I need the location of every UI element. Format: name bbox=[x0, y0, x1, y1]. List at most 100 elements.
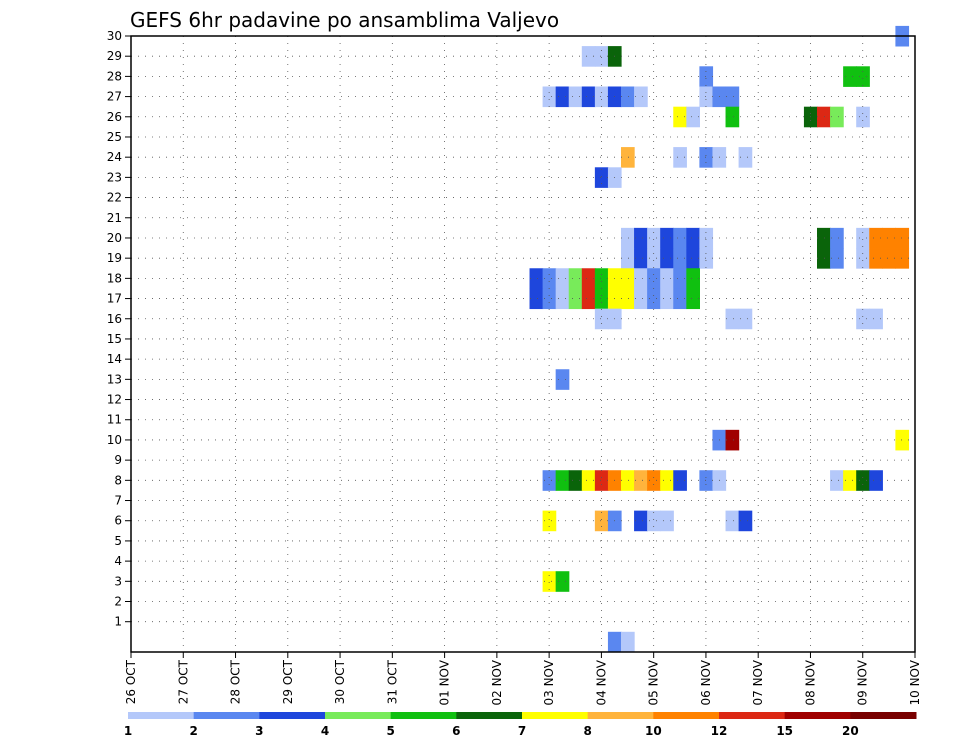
heatmap-cells bbox=[529, 25, 910, 653]
x-tick-label: 05 NOV bbox=[647, 659, 661, 705]
heatmap-cell bbox=[594, 46, 609, 67]
heatmap-cell bbox=[895, 248, 910, 269]
y-tick-label: 16 bbox=[107, 312, 122, 326]
heatmap-cell bbox=[581, 46, 596, 67]
heatmap-cell bbox=[621, 147, 635, 168]
heatmap-cell bbox=[869, 470, 883, 491]
colorbar-label: 8 bbox=[583, 724, 591, 738]
y-tick-label: 5 bbox=[114, 534, 122, 548]
heatmap-cell bbox=[830, 106, 844, 128]
heatmap-cell bbox=[660, 510, 674, 532]
colorbar-swatch bbox=[653, 712, 720, 719]
heatmap-cell bbox=[634, 86, 648, 108]
y-tick-label: 9 bbox=[114, 453, 122, 467]
x-tick-label: 27 OCT bbox=[176, 659, 190, 704]
y-tick-label: 12 bbox=[107, 393, 122, 407]
y-tick-label: 4 bbox=[114, 554, 122, 568]
heatmap-cell bbox=[542, 288, 557, 310]
heatmap-cell bbox=[725, 106, 740, 128]
heatmap-cell bbox=[856, 106, 870, 128]
heatmap-cell bbox=[699, 147, 714, 168]
heatmap-cell bbox=[882, 248, 896, 269]
heatmap-cell bbox=[581, 470, 596, 491]
heatmap-cell bbox=[594, 86, 609, 108]
heatmap-cell bbox=[529, 268, 544, 289]
y-tick-label: 23 bbox=[107, 170, 122, 184]
heatmap-cell bbox=[568, 470, 583, 491]
colorbar-label: 20 bbox=[842, 724, 859, 738]
heatmap-cell bbox=[542, 268, 557, 289]
y-tick-label: 3 bbox=[114, 574, 122, 588]
heatmap-cell bbox=[738, 308, 753, 330]
x-tick-label: 07 NOV bbox=[751, 659, 765, 705]
x-tick-label: 28 OCT bbox=[229, 659, 243, 704]
heatmap-cell bbox=[607, 631, 622, 653]
y-tick-label: 22 bbox=[107, 191, 122, 205]
colorbar-swatch bbox=[587, 712, 654, 719]
heatmap-cell bbox=[555, 86, 570, 108]
heatmap-cell bbox=[621, 288, 635, 310]
y-axis-ticks: 1234567891011121314151617181920212223242… bbox=[107, 29, 131, 629]
heatmap-cell bbox=[594, 288, 609, 310]
heatmap-cell bbox=[594, 268, 609, 289]
heatmap-cell bbox=[647, 470, 661, 491]
x-tick-label: 10 NOV bbox=[908, 659, 922, 705]
y-tick-label: 30 bbox=[107, 29, 122, 43]
heatmap-cell bbox=[568, 288, 583, 310]
heatmap-cell bbox=[634, 248, 648, 269]
y-tick-label: 27 bbox=[107, 90, 122, 104]
colorbar-swatch bbox=[259, 712, 326, 719]
heatmap-cell bbox=[817, 106, 831, 128]
x-tick-label: 31 OCT bbox=[385, 659, 399, 704]
heatmap-cell bbox=[660, 268, 674, 289]
x-tick-label: 06 NOV bbox=[699, 659, 713, 705]
heatmap-cell bbox=[725, 308, 740, 330]
y-tick-label: 29 bbox=[107, 49, 122, 63]
colorbar-label: 2 bbox=[189, 724, 197, 738]
x-tick-label: 26 OCT bbox=[124, 659, 138, 704]
colorbar-swatch bbox=[128, 712, 195, 719]
heatmap-cell bbox=[725, 429, 740, 451]
x-tick-label: 29 OCT bbox=[281, 659, 295, 704]
y-tick-label: 20 bbox=[107, 231, 122, 245]
colorbar-label: 6 bbox=[452, 724, 460, 738]
y-tick-label: 21 bbox=[107, 211, 122, 225]
plot-frame bbox=[130, 35, 916, 653]
colorbar-swatch bbox=[522, 712, 589, 719]
x-tick-label: 30 OCT bbox=[333, 659, 347, 704]
heatmap-cell bbox=[686, 268, 700, 289]
heatmap-cell bbox=[568, 268, 583, 289]
heatmap-cell bbox=[673, 288, 687, 310]
colorbar-label: 10 bbox=[645, 724, 662, 738]
heatmap-cell bbox=[830, 470, 844, 491]
colorbar-label: 15 bbox=[776, 724, 793, 738]
heatmap-cell bbox=[542, 86, 557, 108]
heatmap-cell bbox=[856, 66, 870, 87]
colorbar-label: 5 bbox=[386, 724, 394, 738]
y-tick-label: 24 bbox=[107, 150, 122, 164]
y-tick-label: 19 bbox=[107, 251, 122, 265]
heatmap-cell bbox=[895, 227, 910, 249]
heatmap-cell bbox=[634, 227, 648, 249]
heatmap-cell bbox=[647, 268, 661, 289]
heatmap-cell bbox=[660, 248, 674, 269]
heatmap-cell bbox=[843, 66, 857, 87]
x-tick-label: 09 NOV bbox=[856, 659, 870, 705]
heatmap-cell bbox=[660, 227, 674, 249]
heatmap-cell bbox=[686, 248, 700, 269]
heatmap-cell bbox=[869, 248, 883, 269]
heatmap-cell bbox=[542, 571, 557, 592]
colorbar-label: 4 bbox=[321, 724, 329, 738]
y-tick-label: 18 bbox=[107, 271, 122, 285]
heatmap-cell bbox=[660, 470, 674, 491]
colorbar-swatch bbox=[456, 712, 523, 719]
colorbar-swatch bbox=[193, 712, 260, 719]
heatmap-cell bbox=[673, 227, 687, 249]
colorbar-label: 12 bbox=[711, 724, 728, 738]
heatmap-cell bbox=[843, 470, 857, 491]
heatmap-cell bbox=[581, 288, 596, 310]
y-tick-label: 10 bbox=[107, 433, 122, 447]
colorbar-swatch bbox=[390, 712, 457, 719]
heatmap-cell bbox=[621, 631, 635, 653]
